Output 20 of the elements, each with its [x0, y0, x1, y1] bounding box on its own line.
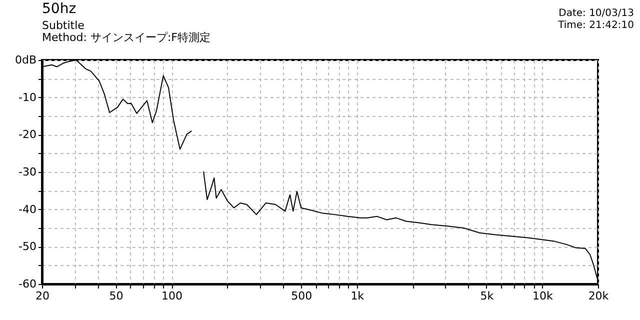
chart-subtitle: Subtitle	[42, 19, 85, 32]
x-tick-label: 10k	[532, 290, 554, 302]
x-tick-label: 20k	[588, 290, 610, 302]
text: Method: サインスイープ:F特測定	[42, 31, 210, 44]
y-tick-label: -20	[18, 128, 36, 142]
y-tick-label: -40	[18, 202, 36, 216]
x-tick-label: 20	[36, 290, 50, 302]
y-tick-label: -50	[18, 240, 36, 254]
y-tick-label: -10	[18, 90, 36, 104]
text: Date: 10/03/13	[558, 8, 634, 19]
x-tick-label: 50	[109, 290, 124, 302]
x-tick-label: 100	[162, 290, 183, 302]
x-tick-label: 1k	[350, 290, 365, 302]
x-tick-label: 500	[291, 290, 312, 302]
chart-title: 50hz	[42, 1, 76, 17]
y-tick-label: -30	[18, 166, 36, 178]
x-tick-label: 5k	[480, 290, 494, 302]
text: Time: 21:42:10	[557, 20, 634, 31]
y-tick-label: -60	[18, 278, 36, 290]
y-tick-label: 0dB	[14, 54, 36, 66]
